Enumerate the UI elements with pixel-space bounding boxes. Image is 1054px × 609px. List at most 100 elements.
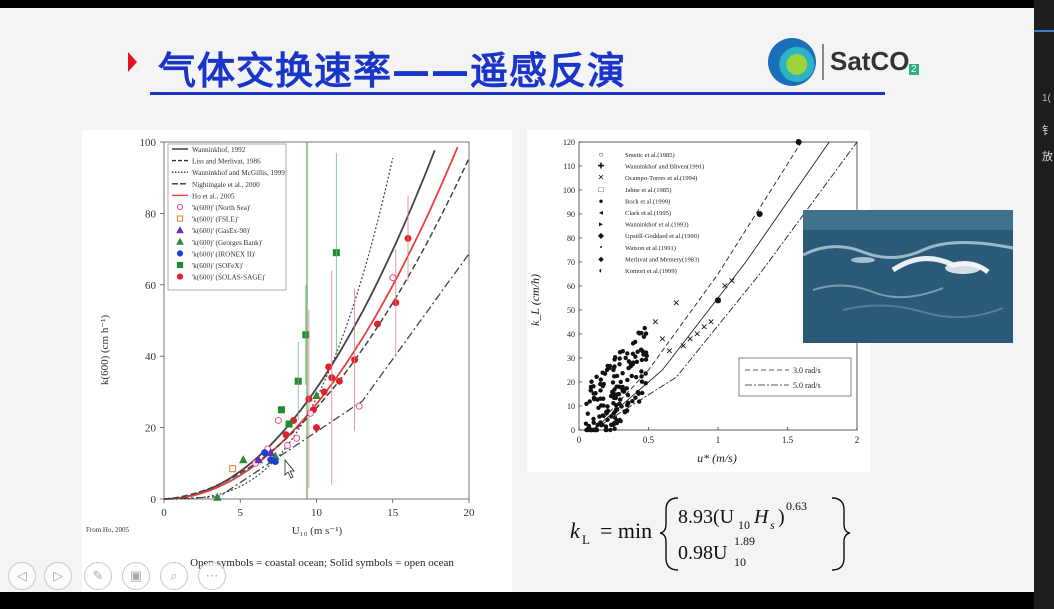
kL-vs-ustar-figure: 0 10 20 30 40 50 60 70 80 90 100 110 120 0 0.5 1 1.5 2 ✕… [527, 130, 870, 472]
data-point [643, 331, 649, 336]
data-point [605, 417, 610, 422]
legend-label: Wanninkhof and McGillis, 1999 [192, 169, 285, 177]
prev-icon[interactable]: ◁ [8, 562, 36, 590]
data-point [598, 377, 604, 382]
legend-symbol: ▸ [599, 220, 603, 229]
data-point [355, 402, 363, 410]
legend-label: 'k(600)' (SOFeX)' [192, 262, 243, 270]
data-point [643, 371, 648, 376]
data-point [635, 349, 640, 354]
y-tick-label: 80 [567, 234, 575, 243]
data-point [640, 390, 645, 396]
legend-symbol [176, 273, 184, 280]
data-point [620, 349, 625, 354]
k600-plot: 0 20 40 60 80 100 0 5 10 15 20 Wanninkhof, 1992 Li… [86, 137, 476, 569]
legend-label: Wanninkhof et al.(1993) [625, 222, 689, 229]
data-point [229, 465, 237, 473]
data-point [628, 364, 633, 369]
data-point: ✕ [686, 334, 694, 344]
data-point [620, 371, 625, 376]
left-brace [659, 497, 679, 571]
formula-row1-h: H [753, 506, 770, 528]
data-point [598, 388, 603, 393]
data-point [591, 391, 596, 396]
slides-icon[interactable]: ▣ [122, 562, 150, 590]
data-point [630, 341, 636, 346]
data-point [591, 416, 596, 422]
y-tick-label: 20 [567, 378, 575, 387]
legend-label: Liss and Merlivat, 1986 [192, 158, 261, 166]
y-tick-label: 70 [567, 258, 575, 267]
satco2-logo: SatCO 2 [768, 38, 928, 88]
formula-row1-sub2: s [770, 518, 775, 532]
zoom-icon[interactable]: ⌕ [160, 562, 188, 590]
side-panel-text-3: 放 [1042, 151, 1053, 163]
legend-label: 'k(600)' (SOLAS-SAGE)' [192, 274, 266, 282]
legend-label: Wanninkhof, 1992 [192, 146, 246, 154]
data-point [325, 363, 333, 371]
legend-label: Upstill-Goddard et al.(1990) [625, 233, 699, 240]
y-tick-label: 20 [145, 423, 157, 435]
data-point [623, 355, 628, 361]
data-point [634, 359, 640, 364]
data-point [594, 374, 599, 379]
x-tick-label: 20 [464, 507, 476, 519]
x-axis-label: U₁₀ (m s⁻¹) [292, 525, 343, 537]
x-tick-label: 1 [716, 435, 721, 445]
data-point [613, 403, 619, 408]
data-point [213, 492, 222, 501]
data-point [374, 320, 381, 328]
formula-row1-close: ) [778, 506, 785, 528]
data-point [643, 357, 649, 362]
pen-icon[interactable]: ✎ [84, 562, 112, 590]
data-point [639, 369, 644, 374]
data-point [795, 139, 802, 145]
data-point [614, 418, 619, 423]
x-tick-label: 15 [387, 507, 399, 519]
data-point [608, 393, 614, 399]
data-point [756, 211, 763, 217]
legend-symbol: ◆ [598, 231, 605, 240]
data-point [261, 449, 269, 457]
data-point [602, 371, 608, 376]
logo-subscript: 2 [909, 64, 919, 75]
legend-label: Bock et al.(1999) [625, 198, 670, 205]
liss-merlivat-line [163, 253, 470, 500]
formula-lhs: k [570, 518, 581, 543]
data-point [605, 404, 610, 409]
next-icon[interactable]: ▷ [44, 562, 72, 590]
legend-label: Smetic et al.(1985) [625, 152, 675, 159]
data-point: ✕ [693, 329, 701, 339]
line-legend-box [738, 357, 852, 397]
title-underline [150, 92, 885, 95]
data-point [589, 379, 594, 384]
data-point [598, 403, 604, 408]
data-point [604, 410, 610, 416]
data-point [618, 379, 623, 385]
formula-row2-sub: 10 [734, 555, 746, 569]
y-tick-label: 40 [567, 330, 575, 339]
legend-label: Jahne et al.(1985) [625, 187, 671, 194]
data-point [614, 407, 619, 412]
data-point [621, 389, 627, 394]
data-point [591, 397, 597, 402]
legend-symbol: ✚ [598, 162, 605, 171]
data-point [293, 434, 301, 442]
legend-symbol [176, 250, 184, 257]
legend-symbol: ◐ [599, 266, 604, 275]
legend-label: Wanninkhof and Bliven(1991) [625, 164, 704, 171]
data-point [639, 379, 645, 384]
kL-plot: 0 10 20 30 40 50 60 70 80 90 100 110 120 0 0.5 1 1.5 2 ✕… [528, 138, 859, 465]
data-point [630, 398, 635, 404]
figure-source: From Ho, 2005 [86, 526, 129, 534]
more-icon[interactable]: ⋯ [198, 562, 226, 590]
data-point [608, 427, 613, 433]
y-tick-label: 0 [571, 426, 575, 435]
mouse-cursor-icon [284, 458, 295, 479]
legend-label: 'k(600)' (GasEx-98)' [192, 227, 250, 235]
y-tick-label: 0 [151, 494, 157, 506]
legend-label: 'k(600)' (North Sea)' [192, 204, 251, 212]
side-panel-text-2: 钅 [1042, 125, 1053, 137]
x-tick-label: 0.5 [643, 435, 655, 445]
logo-mark-icon [768, 38, 816, 86]
